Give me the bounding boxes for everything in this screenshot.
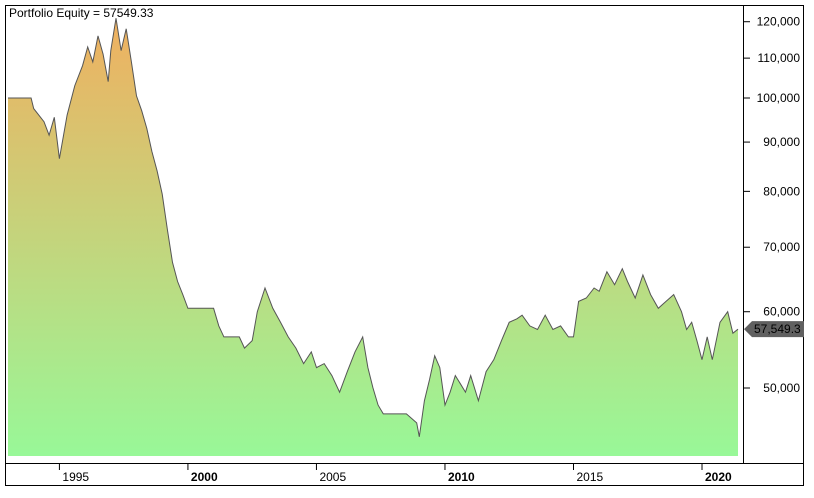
- x-tick-label: 2000: [191, 470, 218, 484]
- y-tick-label: 70,000: [763, 240, 800, 254]
- last-value-marker-shape: [744, 321, 804, 338]
- x-axis-ticks: 1995 2000 2005 2010 2015 2020: [58, 464, 732, 484]
- equity-area: [8, 18, 738, 456]
- last-value-marker: 57,549.3: [744, 321, 804, 338]
- x-tick-label: 2010: [448, 470, 475, 484]
- y-axis-panel: [743, 5, 804, 464]
- x-tick-label: 1995: [62, 470, 89, 484]
- chart-title: Portfolio Equity = 57549.33: [9, 6, 154, 20]
- last-value-label: 57,549.3: [754, 322, 801, 336]
- x-axis-panel: [5, 463, 804, 486]
- y-tick-label: 60,000: [763, 305, 800, 319]
- y-tick-label: 110,000: [758, 51, 801, 65]
- y-tick-label: 50,000: [763, 381, 800, 395]
- y-axis-ticks: 50,000 60,000 70,000 80,000 90,000 100,000 110…: [744, 15, 800, 395]
- x-tick-label: 2015: [576, 470, 603, 484]
- y-tick-label: 80,000: [763, 184, 800, 198]
- x-tick-label: 2020: [705, 470, 732, 484]
- equity-line: [8, 18, 739, 437]
- x-tick-label: 2005: [319, 470, 346, 484]
- y-tick-label: 120,000: [757, 15, 801, 29]
- y-tick-label: 100,000: [757, 91, 801, 105]
- y-tick-label: 90,000: [763, 135, 800, 149]
